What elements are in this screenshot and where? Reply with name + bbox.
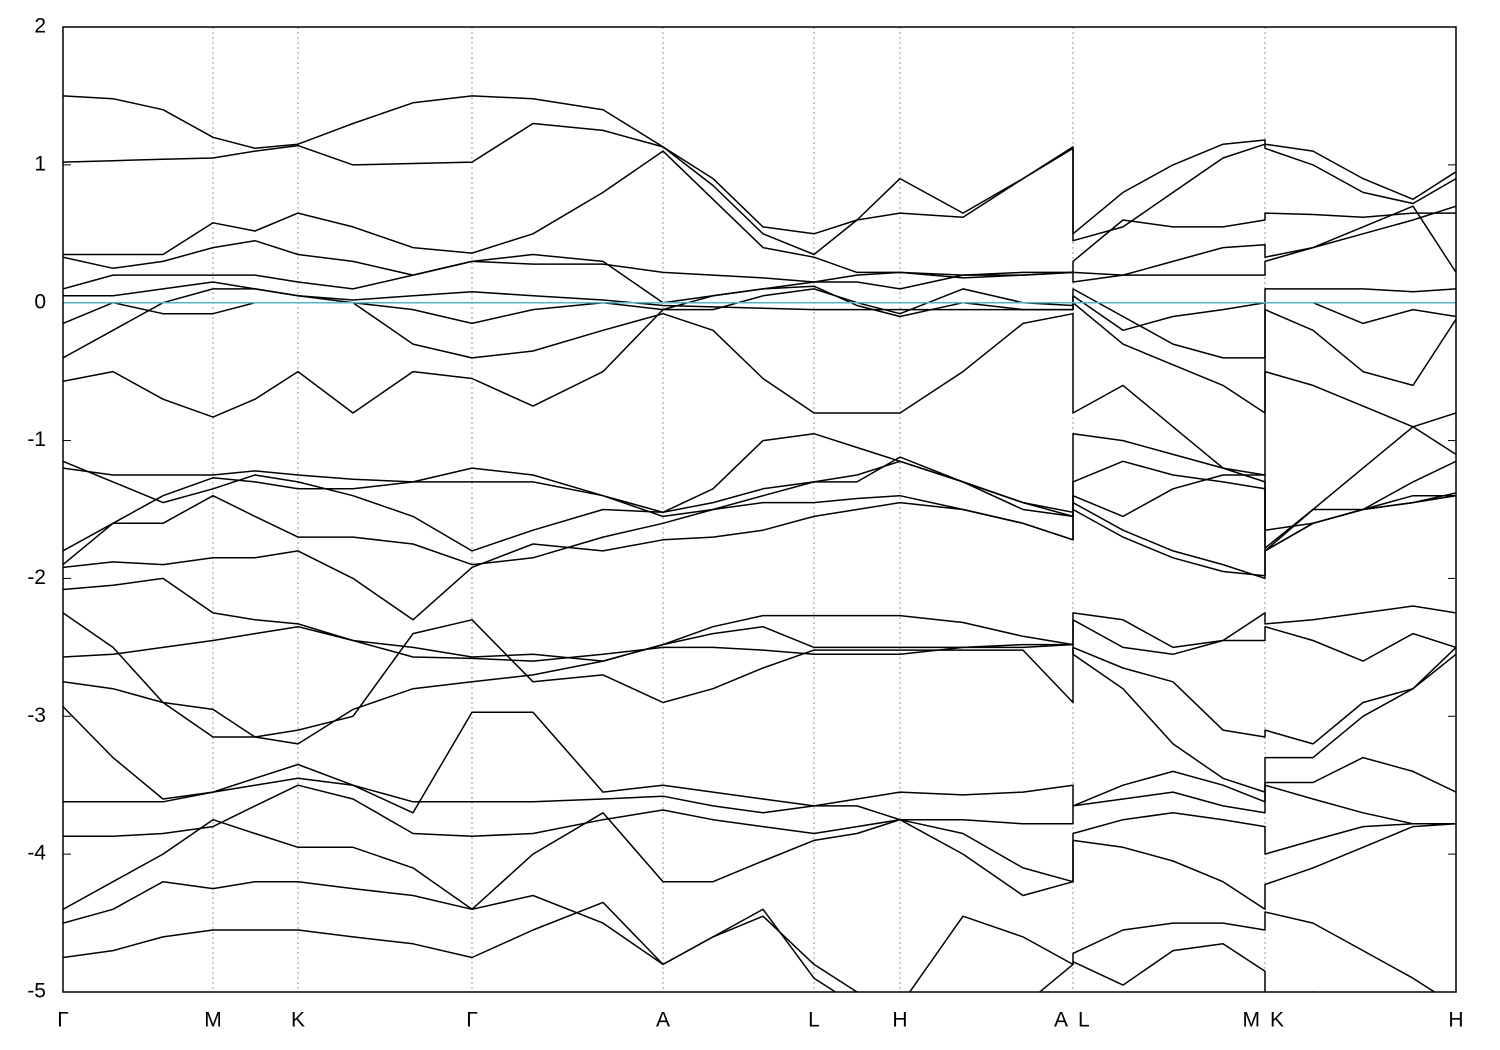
x-tick-label: Γ	[466, 1009, 478, 1032]
y-tick-label: -5	[27, 980, 46, 1003]
band-line	[63, 285, 1456, 418]
band-line	[63, 492, 1456, 580]
y-tick-label: 2	[34, 15, 46, 38]
x-tick-label: K	[1270, 1009, 1284, 1032]
bands	[63, 95, 1456, 992]
x-tick-label: A	[656, 1009, 670, 1032]
x-tick-label: A	[1054, 1009, 1068, 1032]
band-line	[63, 412, 1456, 552]
band-line	[63, 150, 1456, 276]
band-line	[63, 777, 1456, 825]
band-line	[63, 625, 1456, 793]
band-line	[63, 122, 1456, 256]
y-tick-label: -1	[27, 428, 46, 451]
x-tick-label: H	[1448, 1009, 1463, 1032]
band-line	[63, 612, 1456, 745]
x-tick-label: H	[892, 1009, 907, 1032]
band-line	[63, 901, 1316, 992]
band-line	[63, 95, 1456, 235]
y-tick-label: -4	[27, 842, 46, 865]
band-line	[63, 706, 1456, 814]
band-line	[63, 619, 1456, 662]
band-line	[63, 432, 1456, 552]
x-tick-label: L	[1078, 1009, 1090, 1032]
grid	[63, 26, 1456, 993]
band-line	[63, 281, 1456, 359]
band-line	[63, 577, 1456, 662]
y-tick-label: -3	[27, 704, 46, 727]
y-tick-label: 1	[34, 152, 46, 175]
band-line	[63, 288, 1456, 476]
x-tick-label: M	[1243, 1009, 1261, 1032]
band-line	[63, 288, 1456, 332]
band-line	[63, 784, 1456, 883]
band-line	[63, 494, 1456, 621]
x-tick-label: M	[204, 1009, 222, 1032]
band-line	[63, 205, 1456, 304]
band-line	[63, 812, 1456, 911]
y-tick-label: -2	[27, 566, 46, 589]
plot-frame	[62, 26, 1457, 993]
x-tick-label: Γ	[57, 1009, 69, 1032]
x-tick-label: L	[808, 1009, 820, 1032]
band-line	[63, 880, 1436, 992]
x-tick-label: K	[291, 1009, 305, 1032]
y-tick-label: 0	[34, 290, 46, 313]
